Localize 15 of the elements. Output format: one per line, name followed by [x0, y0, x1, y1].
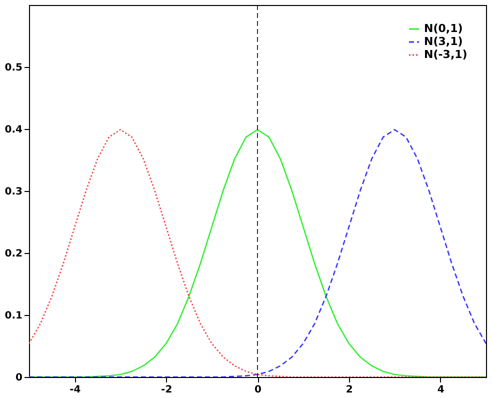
y-tick-label: 0.2 — [4, 248, 23, 260]
x-tick-label: 2 — [346, 384, 353, 396]
y-tick-label: 0.4 — [4, 124, 23, 136]
legend-label: N(3,1) — [424, 35, 463, 48]
y-tick-label: 0.3 — [4, 186, 23, 198]
line-series — [29, 128, 486, 377]
x-tick-label: 0 — [254, 384, 262, 396]
legend-label: N(0,1) — [424, 22, 463, 35]
x-tick-label: 4 — [437, 384, 444, 396]
x-tick-label: -4 — [70, 384, 81, 396]
legend-label: N(-3,1) — [424, 48, 468, 61]
y-tick-label: 0.5 — [4, 62, 23, 74]
y-tick-label: 0 — [16, 372, 23, 384]
y-tick-label: 0.1 — [4, 310, 23, 322]
x-tick-label: -2 — [161, 384, 172, 396]
